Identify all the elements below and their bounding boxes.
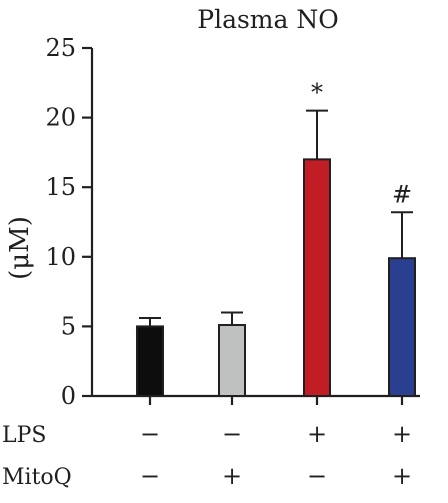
bar <box>388 257 416 397</box>
treatment-sign: + <box>392 462 412 490</box>
treatment-sign: + <box>222 462 242 490</box>
treatment-sign: + <box>392 420 412 448</box>
bar <box>136 325 164 397</box>
treatment-sign: − <box>307 462 327 490</box>
treatment-sign: − <box>140 420 160 448</box>
y-tick-label: 25 <box>45 34 76 62</box>
y-tick-label: 0 <box>61 382 76 410</box>
treatment-sign: − <box>140 462 160 490</box>
significance-marker: # <box>392 180 412 208</box>
bar <box>218 324 246 397</box>
treatment-sign: − <box>222 420 242 448</box>
bar <box>303 158 331 397</box>
chart-title: Plasma NO <box>197 5 338 34</box>
treatment-sign: + <box>307 420 327 448</box>
y-tick-label: 20 <box>45 104 76 132</box>
y-tick-label: 5 <box>61 312 76 340</box>
treatment-row-label: MitoQ <box>2 465 72 490</box>
plot-area: 0 5 10 15 20 25 * # LPS − − + + MitoQ − + − + <box>2 34 420 490</box>
y-tick-label: 15 <box>45 173 76 201</box>
y-axis-label: (μM) <box>5 216 35 280</box>
treatment-row-label: LPS <box>2 423 46 448</box>
y-tick-label: 10 <box>45 243 76 271</box>
significance-marker: * <box>311 79 323 107</box>
